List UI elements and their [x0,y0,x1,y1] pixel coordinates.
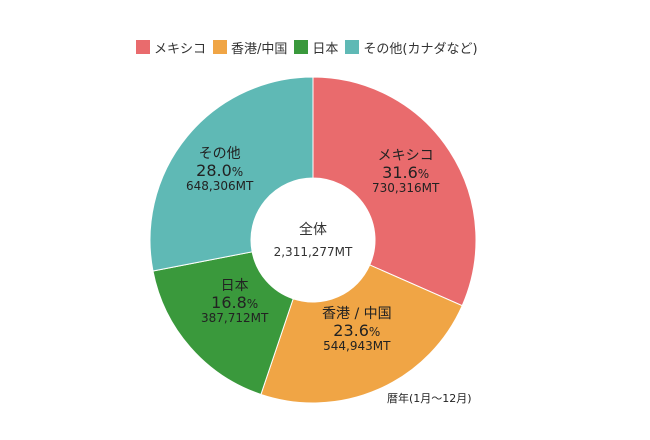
slice-name-japan: 日本 [220,278,249,294]
slice-value-japan: 387,712MT [201,311,269,326]
slice-percent-japan: 16.8% [211,293,259,313]
slice-label-hongkong-china: 香港 / 中国 23.6% 544,943MT [322,306,392,354]
legend-label-other: その他(カナダなど) [363,41,478,57]
legend-label-japan: 日本 [312,41,339,57]
chart-legend: メキシコ 香港/中国 日本 その他(カナダなど) [136,37,485,57]
donut-hole [251,178,375,302]
legend-label-hongkong-china: 香港/中国 [231,41,288,57]
slice-name-hongkong-china: 香港 / 中国 [322,306,392,322]
legend-label-mexico: メキシコ [154,41,207,57]
slice-label-other: その他 28.0% 648,306MT [186,146,253,194]
period-footnote: 暦年(1月〜12月) [387,392,472,405]
slice-percent-mexico: 31.6% [382,163,430,183]
slice-name-other: その他 [198,146,241,162]
legend-swatch-hongkong-china [213,40,228,54]
legend-swatch-japan [294,40,309,54]
center-total: 2,311,277MT [273,245,353,259]
slice-name-mexico: メキシコ [377,148,434,164]
center-label: 全体 2,311,277MT [268,219,358,259]
slice-percent-other: 28.0% [196,161,244,181]
legend-item-mexico[interactable]: メキシコ [136,38,206,57]
legend-swatch-mexico [136,40,150,54]
center-title: 全体 [299,222,327,238]
slice-value-mexico: 730,316MT [372,181,440,196]
slice-label-japan: 日本 16.8% 387,712MT [201,278,268,326]
slice-percent-hongkong-china: 23.6% [333,321,381,341]
legend-swatch-other [345,40,360,54]
slice-value-other: 648,306MT [186,179,254,194]
legend-item-japan[interactable]: 日本 [294,38,338,57]
legend-item-other[interactable]: その他(カナダなど) [345,38,478,57]
legend-item-hongkong-china[interactable]: 香港/中国 [213,38,287,57]
slice-value-hongkong-china: 544,943MT [323,339,391,354]
slice-label-mexico: メキシコ 31.6% 730,316MT [372,148,439,196]
